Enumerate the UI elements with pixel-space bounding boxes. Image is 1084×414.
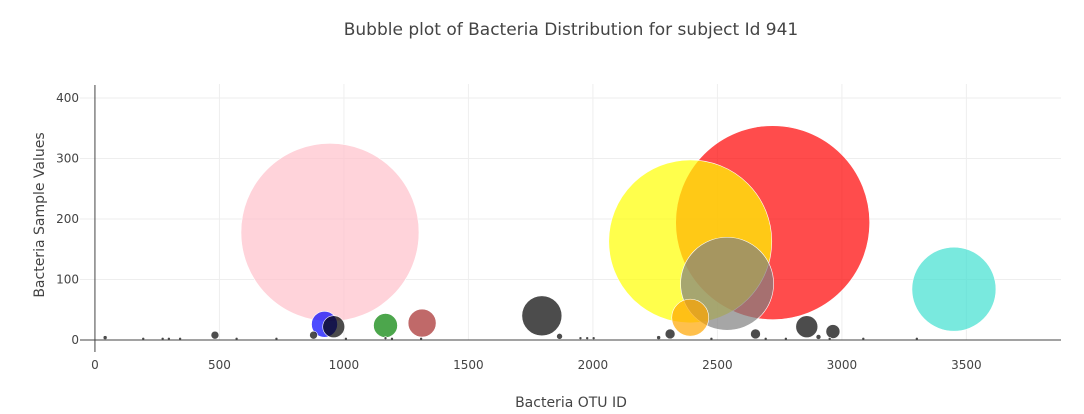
x-tick-labels: 0 500 1000 1500 2000 2500 3000 3500 — [91, 358, 982, 372]
bubble-point — [578, 336, 583, 340]
bubble-point — [556, 333, 563, 340]
bubble-point — [825, 324, 841, 339]
bubble-point — [240, 143, 420, 322]
bubble-point — [911, 246, 997, 332]
bubble-point — [373, 313, 398, 338]
bubble-point — [671, 298, 710, 337]
bubble-point — [383, 336, 388, 340]
bubble-point — [591, 336, 596, 340]
bubbles — [102, 125, 997, 341]
bubble-point — [795, 315, 819, 338]
y-tick-label: 200 — [56, 212, 79, 226]
bubble-point — [210, 330, 220, 340]
x-tick-label: 3500 — [951, 358, 982, 372]
x-tick-label: 500 — [208, 358, 231, 372]
bubble-point — [407, 308, 437, 338]
y-tick-label: 100 — [56, 273, 79, 287]
axes — [80, 85, 1061, 352]
x-tick-label: 2500 — [702, 358, 733, 372]
bubble-point — [664, 328, 676, 340]
x-axis-title: Bacteria OTU ID — [515, 395, 627, 411]
y-tick-label: 300 — [56, 152, 79, 166]
x-tick-label: 3000 — [827, 358, 858, 372]
bubble-point — [322, 315, 346, 338]
bubble-point — [309, 330, 318, 340]
y-tick-label: 400 — [56, 91, 79, 105]
x-tick-label: 0 — [91, 358, 99, 372]
bubble-point — [102, 335, 108, 340]
x-tick-label: 2000 — [578, 358, 609, 372]
bubble-point — [656, 335, 661, 340]
x-tick-label: 1500 — [453, 358, 484, 372]
x-tick-label: 1000 — [329, 358, 360, 372]
bubble-point — [521, 295, 563, 337]
bubble-point — [815, 334, 822, 340]
bubble-point — [750, 328, 761, 340]
bubble-point — [585, 336, 589, 340]
chart-title: Bubble plot of Bacteria Distribution for… — [344, 20, 799, 40]
y-tick-labels: 0 100 200 300 400 — [56, 91, 79, 347]
y-axis-title: Bacteria Sample Values — [32, 132, 48, 297]
y-tick-label: 0 — [71, 333, 79, 347]
